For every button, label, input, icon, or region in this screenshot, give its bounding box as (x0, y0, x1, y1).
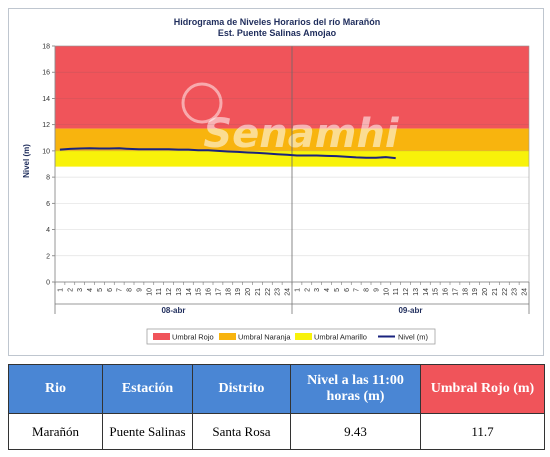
chart-title: Hidrograma de Niveles Horarios del río M… (174, 17, 381, 27)
legend-swatch-naranja (219, 333, 236, 340)
y-tick-label: 6 (46, 201, 50, 208)
x-tick-label: 10 (146, 288, 153, 296)
x-tick-label: 4 (324, 288, 331, 292)
x-tick-label: 6 (344, 288, 351, 292)
legend-box (146, 328, 436, 345)
day-label: 08-abr (161, 306, 185, 315)
x-tick-label: 1 (294, 288, 301, 292)
x-tick-label: 14 (186, 288, 193, 296)
x-tick-label: 24 (285, 288, 292, 296)
x-tick-label: 23 (275, 288, 282, 296)
x-tick-label: 5 (334, 288, 341, 292)
station-table: Rio Estación Distrito Nivel a las 11:00 … (8, 364, 545, 450)
x-tick-label: 11 (156, 288, 163, 295)
x-tick-label: 13 (413, 288, 420, 296)
chart-canvas: Hidrograma de Niveles Horarios del río M… (22, 17, 530, 345)
cell-distrito: Santa Rosa (192, 413, 291, 450)
table-row: Marañón Puente Salinas Santa Rosa 9.43 1… (8, 413, 545, 450)
table-header-row: Rio Estación Distrito Nivel a las 11:00 … (8, 364, 545, 414)
legend-swatch-amarillo (295, 333, 312, 340)
watermark-text: Senamhi (203, 111, 400, 157)
x-tick-label: 7 (117, 288, 124, 292)
legend-label-amarillo: Umbral Amarillo (314, 333, 367, 342)
x-tick-label: 2 (304, 288, 311, 292)
y-tick-label: 0 (46, 280, 50, 287)
header-distrito: Distrito (192, 364, 291, 414)
x-tick-label: 19 (472, 288, 479, 296)
x-tick-label: 3 (314, 288, 321, 292)
chart-legend: Umbral Rojo Umbral Naranja Umbral Amaril… (146, 328, 436, 345)
x-tick-label: 21 (492, 288, 499, 296)
y-tick-label: 18 (42, 44, 50, 51)
x-tick-label: 24 (522, 288, 529, 296)
x-tick-label: 11 (393, 288, 400, 295)
cell-estacion: Puente Salinas (102, 413, 193, 450)
cell-nivel: 9.43 (290, 413, 421, 450)
x-tick-label: 8 (127, 288, 134, 292)
y-tick-label: 16 (42, 70, 50, 77)
x-tick-label: 5 (97, 288, 104, 292)
x-tick-label: 22 (502, 288, 509, 296)
x-tick-label: 13 (176, 288, 183, 296)
x-tick-label: 23 (512, 288, 519, 296)
x-tick-label: 16 (206, 288, 213, 296)
x-tick-label: 7 (354, 288, 361, 292)
header-rio: Rio (8, 364, 103, 414)
x-tick-label: 18 (225, 288, 232, 296)
x-tick-label: 18 (462, 288, 469, 296)
cell-umbral-rojo: 11.7 (420, 413, 545, 450)
chart-subtitle: Est. Puente Salinas Amojao (218, 28, 337, 38)
x-tick-label: 12 (403, 288, 410, 296)
x-tick-label: 9 (136, 288, 143, 292)
legend-label-naranja: Umbral Naranja (238, 333, 291, 342)
y-tick-label: 14 (42, 96, 50, 103)
x-tick-label: 15 (196, 288, 203, 296)
x-tick-label: 6 (107, 288, 114, 292)
legend-label-nivel: Nivel (m) (398, 333, 428, 342)
legend-label-rojo: Umbral Rojo (172, 333, 214, 342)
x-tick-label: 1 (57, 288, 64, 292)
x-tick-label: 9 (373, 288, 380, 292)
legend-swatch-rojo (153, 333, 170, 340)
y-tick-label: 8 (46, 175, 50, 182)
series-line-nivel (59, 147, 396, 160)
y-tick-label: 4 (46, 227, 50, 234)
header-estacion: Estación (102, 364, 193, 414)
x-tick-label: 17 (215, 288, 222, 296)
x-tick-label: 14 (423, 288, 430, 296)
header-nivel: Nivel a las 11:00 horas (m) (290, 364, 421, 414)
x-tick-label: 17 (452, 288, 459, 296)
y-tick-label: 2 (46, 253, 50, 260)
day-label: 09-abr (398, 306, 422, 315)
x-tick-label: 3 (77, 288, 84, 292)
x-tick-label: 19 (235, 288, 242, 296)
header-umbral-rojo: Umbral Rojo (m) (420, 364, 545, 414)
x-tick-label: 21 (255, 288, 262, 296)
x-tick-label: 2 (67, 288, 74, 292)
x-tick-label: 20 (245, 288, 252, 296)
x-tick-label: 22 (265, 288, 272, 296)
x-tick-label: 8 (364, 288, 371, 292)
x-tick-label: 15 (433, 288, 440, 296)
hydrograph-chart: Hidrograma de Niveles Horarios del río M… (8, 8, 544, 356)
x-tick-label: 10 (383, 288, 390, 296)
x-tick-label: 16 (443, 288, 450, 296)
x-tick-label: 20 (482, 288, 489, 296)
cell-rio: Marañón (8, 413, 103, 450)
y-axis-title: Nivel (m) (22, 144, 31, 178)
watermark-sun-icon (181, 82, 223, 124)
x-tick-label: 12 (166, 288, 173, 296)
x-tick-label: 4 (87, 288, 94, 292)
y-tick-label: 10 (42, 148, 50, 155)
y-tick-label: 12 (42, 122, 50, 129)
